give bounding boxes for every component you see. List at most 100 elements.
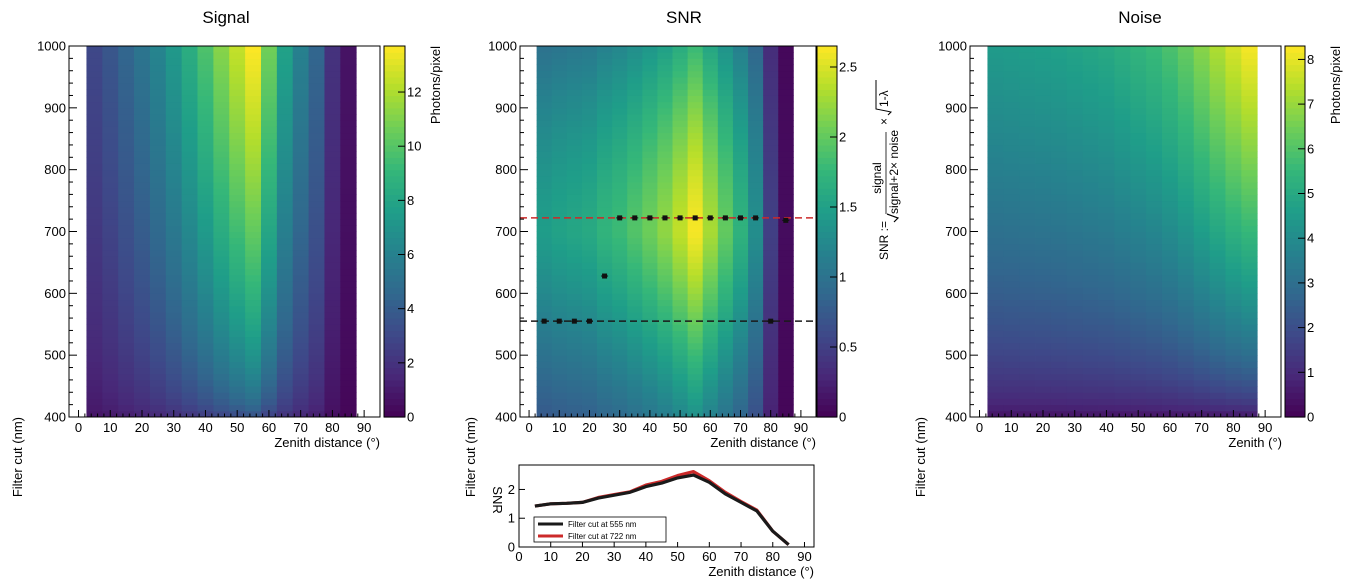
snr-cell	[687, 206, 704, 214]
noise-cell	[1193, 107, 1210, 115]
signal-cell	[197, 392, 214, 399]
snr-cell	[717, 225, 734, 232]
noise-cell	[1098, 367, 1115, 375]
signal-xtick-label: 10	[103, 420, 117, 435]
noise-cell	[1114, 70, 1131, 78]
signal-cell	[149, 386, 167, 393]
signal-cell	[308, 348, 325, 356]
snr-ytick-label: 1000	[488, 39, 517, 54]
snr-cell	[551, 274, 568, 282]
snr-cell	[627, 379, 643, 387]
noise-cell	[1130, 256, 1147, 263]
snr-cell	[581, 280, 598, 288]
snr-cell	[732, 336, 749, 344]
signal-cell	[292, 120, 309, 127]
snr-cell	[536, 243, 553, 251]
signal-cell	[292, 367, 309, 375]
signal-cell	[181, 330, 198, 338]
noise-cell	[987, 410, 1004, 418]
signal-cell	[260, 200, 278, 208]
snr-cell	[642, 243, 658, 251]
noise-cell	[1209, 95, 1226, 103]
snr-xtick-label: 60	[703, 420, 717, 435]
snr-cell	[551, 46, 568, 53]
noise-cell	[1050, 52, 1068, 59]
noise-cell	[1003, 83, 1020, 90]
profile-y-ticks: 012	[508, 482, 525, 555]
noise-cell	[1193, 163, 1210, 171]
noise-colorbar-cell	[1285, 361, 1305, 369]
snr-cell	[748, 355, 764, 362]
snr-cell	[732, 250, 749, 257]
snr-cell	[642, 293, 658, 301]
noise-cell	[1193, 243, 1210, 251]
snr-cell	[597, 138, 613, 146]
signal-cell	[134, 361, 151, 369]
signal-xtick-label: 80	[325, 420, 339, 435]
snr-cell	[612, 169, 628, 177]
signal-cell	[229, 398, 246, 406]
signal-cell	[229, 256, 246, 263]
noise-cell	[1098, 163, 1115, 171]
signal-cell	[165, 367, 183, 375]
snr-colorbar-cell	[817, 268, 837, 276]
noise-cell	[1066, 114, 1084, 121]
signal-cell	[134, 157, 151, 164]
noise-cell	[1193, 169, 1210, 177]
snr-cell	[717, 163, 734, 171]
noise-cell	[1225, 58, 1242, 66]
snr-cell	[732, 404, 749, 412]
snr-cell	[687, 367, 704, 375]
signal-cell	[276, 274, 294, 282]
snr-cell	[536, 52, 553, 59]
snr-cell	[642, 274, 658, 282]
signal-cell	[229, 46, 246, 53]
signal-cell	[229, 114, 246, 121]
snr-cell	[763, 169, 779, 177]
signal-cell	[340, 386, 357, 393]
signal-colorbar-cell	[384, 138, 405, 146]
signal-cell	[181, 114, 198, 121]
noise-cell	[1098, 392, 1115, 399]
signal-cell	[149, 83, 167, 90]
signal-cell	[118, 144, 135, 152]
snr-cell	[597, 212, 613, 220]
snr-cell	[748, 175, 764, 183]
signal-cell	[181, 237, 198, 245]
noise-cell	[987, 169, 1004, 177]
snr-cell	[536, 182, 553, 189]
signal-cell	[324, 256, 341, 263]
noise-cell	[1019, 200, 1036, 208]
signal-cell	[102, 324, 119, 331]
snr-cell	[627, 76, 643, 84]
signal-cell	[149, 138, 167, 146]
noise-cell	[1241, 194, 1258, 202]
signal-colorbar-frame	[383, 45, 406, 418]
noise-cell	[1050, 163, 1068, 171]
noise-cell	[1161, 138, 1179, 146]
signal-cell	[213, 280, 230, 288]
snr-colorbar-cell	[817, 231, 837, 239]
snr-cell	[702, 58, 719, 66]
noise-cell	[1082, 46, 1099, 53]
signal-cell	[340, 342, 357, 350]
noise-cell	[1050, 46, 1068, 53]
signal-cell	[229, 318, 246, 325]
noise-cell	[1177, 324, 1195, 331]
snr-cell	[612, 330, 628, 338]
noise-cell	[1050, 231, 1068, 239]
noise-cell	[1161, 219, 1179, 226]
noise-cell	[987, 262, 1004, 270]
noise-cell	[1193, 336, 1210, 344]
snr-cell	[778, 225, 794, 232]
noise-cell	[987, 268, 1004, 276]
signal-cell	[213, 101, 230, 109]
snr-cell	[717, 262, 734, 270]
snr-cell	[657, 311, 673, 319]
signal-cell	[276, 157, 294, 164]
signal-cell	[181, 132, 198, 140]
signal-cell	[229, 311, 246, 319]
noise-cell	[1098, 373, 1115, 381]
noise-cell	[1193, 206, 1210, 214]
signal-cell	[324, 157, 341, 164]
